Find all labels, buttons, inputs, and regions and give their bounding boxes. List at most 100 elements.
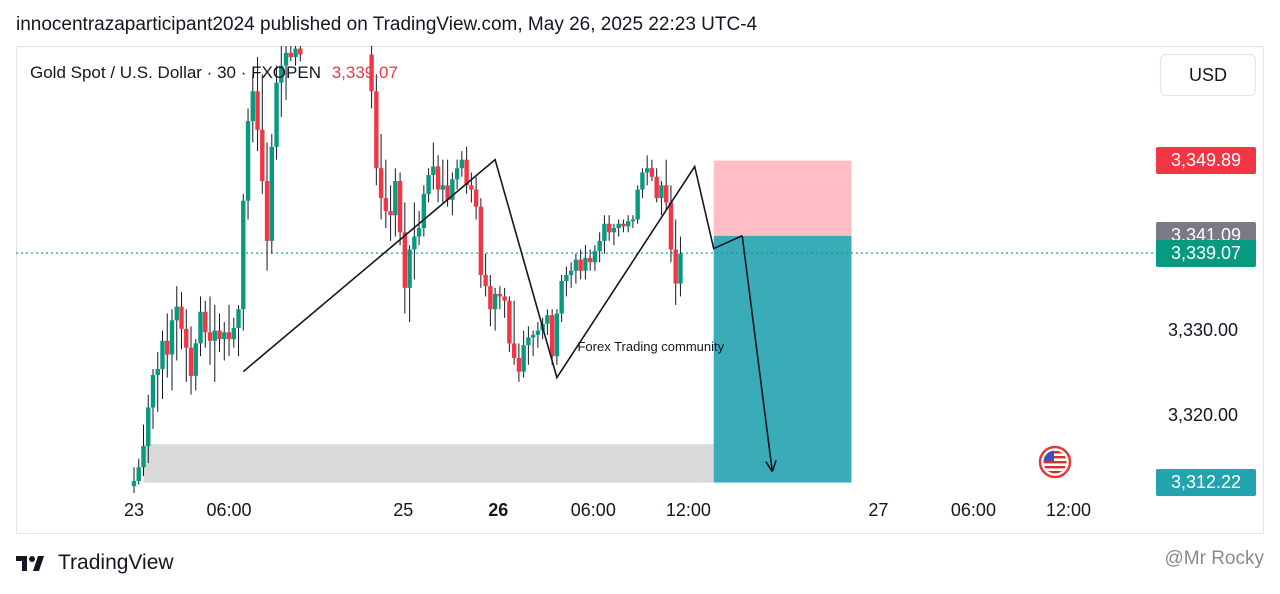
candle	[483, 253, 488, 297]
candle	[568, 262, 574, 288]
candle-body	[212, 330, 217, 341]
candle	[260, 74, 265, 194]
candle	[473, 176, 479, 220]
candle-body	[516, 357, 522, 372]
candle	[611, 223, 617, 246]
candle-body	[602, 223, 607, 241]
publisher-line: innocentrazaparticipant2024 published on…	[16, 14, 758, 35]
time-tick-label: 25	[393, 500, 414, 520]
candle-body	[174, 306, 179, 321]
tradingview-brand[interactable]: TradingView	[16, 551, 174, 575]
candle	[431, 142, 436, 190]
candle-body	[454, 168, 460, 180]
price-label: 3,349.89	[1156, 147, 1256, 175]
candle	[393, 168, 398, 237]
candle	[241, 193, 246, 331]
candle	[454, 159, 460, 190]
candle-body	[554, 313, 560, 357]
candle-body	[616, 223, 621, 229]
candle-body	[188, 347, 194, 376]
candle-body	[549, 315, 555, 357]
pattern-line[interactable]	[242, 158, 743, 380]
stop-loss-area[interactable]	[713, 160, 852, 236]
candle-body	[412, 236, 417, 250]
candle-body	[160, 340, 165, 370]
time-tick-label: 06:00	[206, 500, 252, 520]
candle-body	[583, 257, 588, 271]
candle	[426, 168, 431, 203]
candle	[226, 304, 232, 357]
candle-body	[179, 306, 184, 329]
candle	[621, 219, 626, 233]
candle	[136, 458, 141, 485]
candle	[564, 266, 569, 297]
currency-button[interactable]: USD	[1160, 54, 1256, 96]
candle	[369, 46, 374, 109]
candle	[435, 155, 441, 203]
candle	[516, 343, 522, 382]
candle-body	[450, 179, 455, 200]
candle	[146, 394, 151, 464]
candle	[165, 313, 170, 378]
candle-body	[578, 259, 583, 271]
last-price-text: 3,339.07	[331, 63, 398, 82]
candle-body	[606, 223, 612, 233]
candle	[160, 330, 165, 399]
candle-body	[416, 228, 422, 237]
demand-zone[interactable]	[143, 444, 714, 483]
candle	[207, 296, 213, 365]
candle-body	[421, 193, 427, 229]
projection-arrow[interactable]	[741, 235, 774, 472]
candle-body	[526, 337, 531, 346]
candle-body	[165, 340, 170, 355]
candle	[131, 467, 137, 493]
arrow-head	[765, 461, 773, 473]
candle	[573, 253, 579, 284]
candle-body	[279, 65, 284, 83]
candle	[630, 215, 636, 229]
candle	[407, 245, 412, 323]
price-label: 3,312.22	[1156, 469, 1256, 497]
candle	[150, 369, 156, 429]
candle-body	[250, 91, 255, 122]
candle-body	[388, 210, 393, 216]
candle-body	[169, 320, 175, 355]
candle	[502, 287, 507, 318]
candle	[678, 236, 683, 297]
candle	[530, 330, 536, 357]
candle	[654, 168, 659, 203]
candle-body	[644, 168, 650, 173]
candle-body	[597, 240, 602, 252]
candle	[421, 185, 427, 237]
candle-body	[459, 159, 465, 169]
candle	[488, 275, 493, 327]
candle	[583, 245, 588, 280]
candle-body	[393, 181, 398, 216]
candle	[549, 309, 555, 365]
candle-body	[573, 259, 579, 271]
candle-body	[445, 185, 450, 200]
candle	[587, 249, 593, 271]
candle-body	[559, 281, 564, 314]
price-tick-label: 3,320.00	[1168, 405, 1239, 426]
candle-body	[203, 311, 208, 333]
candle	[378, 134, 384, 220]
watermark: @Mr Rocky	[1164, 548, 1264, 569]
candle	[559, 275, 564, 323]
candle	[597, 232, 602, 263]
candle	[231, 317, 236, 348]
candle	[412, 202, 417, 280]
candle-body	[245, 121, 251, 201]
time-tick-label: 26	[488, 500, 509, 520]
us-flag-icon[interactable]	[1038, 445, 1072, 479]
candle	[250, 74, 255, 143]
candle-body	[293, 48, 298, 58]
time-tick-label: 27	[868, 500, 889, 520]
take-profit-area[interactable]	[713, 235, 852, 483]
candle	[602, 215, 607, 254]
candle-body	[136, 467, 141, 482]
candle	[169, 309, 175, 391]
candle	[578, 249, 583, 280]
candle-body	[402, 232, 408, 288]
